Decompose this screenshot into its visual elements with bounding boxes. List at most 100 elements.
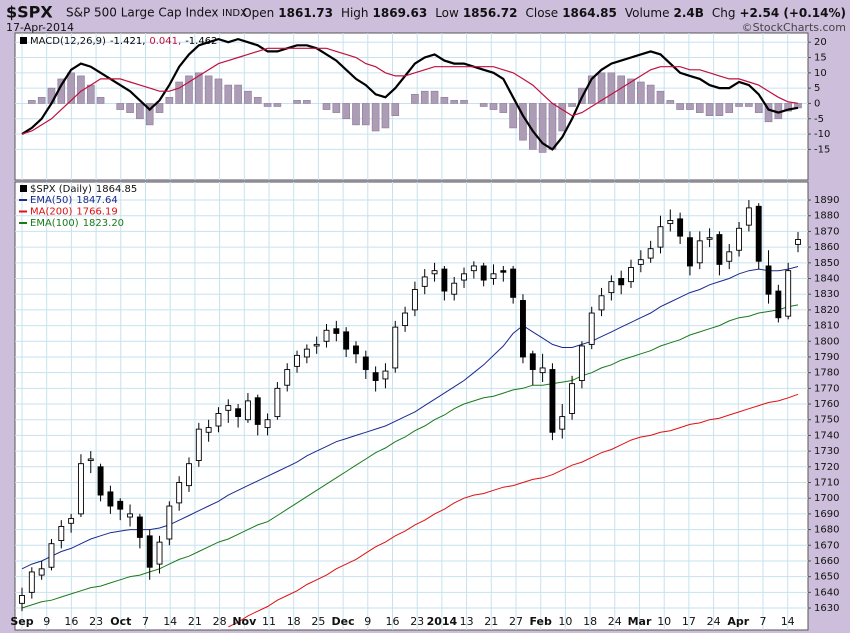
candle-body bbox=[68, 518, 75, 524]
line bbox=[21, 47, 799, 135]
histogram-bar bbox=[86, 84, 95, 104]
x-tick-label: Sep bbox=[10, 615, 33, 628]
candle-body bbox=[490, 273, 497, 279]
candle-body bbox=[716, 234, 723, 265]
candle-body bbox=[775, 290, 782, 319]
candle-body bbox=[166, 505, 173, 540]
candle-body bbox=[28, 571, 35, 593]
candle-body bbox=[225, 405, 232, 411]
histogram-bar bbox=[686, 103, 694, 110]
candle-body bbox=[294, 354, 300, 367]
candle-body bbox=[87, 458, 94, 461]
candle-body bbox=[372, 372, 379, 381]
candle-body bbox=[441, 268, 448, 292]
stat-label: High bbox=[341, 6, 369, 20]
x-tick-label: 18 bbox=[583, 615, 597, 628]
histogram-bar bbox=[214, 78, 223, 104]
line bbox=[228, 393, 799, 628]
candle-body bbox=[795, 239, 801, 245]
x-tick-label: 11 bbox=[262, 615, 276, 628]
histogram-bar bbox=[185, 75, 193, 104]
candle-body bbox=[274, 387, 281, 418]
candle-body bbox=[618, 278, 625, 286]
y-tick-label: 1700 bbox=[814, 493, 839, 504]
histogram-bar bbox=[420, 90, 429, 104]
legend: $SPX (Daily) 1864.85 bbox=[30, 184, 137, 195]
candle-body bbox=[608, 281, 615, 294]
line bbox=[21, 37, 799, 151]
candle-body bbox=[520, 300, 526, 358]
date: 17-Apr-2014 bbox=[6, 21, 74, 34]
stat-label: Open bbox=[242, 6, 274, 20]
y-tick-label: 1640 bbox=[814, 587, 839, 598]
histogram-bar bbox=[705, 103, 714, 116]
candle-body bbox=[362, 356, 369, 370]
y-tick-label: 1730 bbox=[814, 446, 839, 457]
x-tick-label: 25 bbox=[311, 615, 325, 628]
histogram-bar bbox=[361, 103, 370, 126]
x-tick-label: 27 bbox=[509, 615, 523, 628]
histogram-bar bbox=[666, 100, 675, 104]
candle-body bbox=[127, 513, 134, 518]
histogram-bar bbox=[195, 72, 203, 104]
candle-body bbox=[156, 541, 163, 565]
x-tick-label: 7 bbox=[760, 615, 767, 628]
histogram-bar bbox=[371, 103, 380, 132]
histogram-bar bbox=[234, 84, 242, 104]
legend-value: 1766.19 bbox=[76, 207, 117, 218]
histogram-bar bbox=[587, 75, 596, 104]
candle-body bbox=[628, 267, 634, 283]
candle-body bbox=[107, 491, 114, 507]
candle-body bbox=[578, 345, 585, 381]
histogram-bar bbox=[479, 103, 488, 107]
candle-body bbox=[667, 219, 674, 225]
histogram-bar bbox=[244, 90, 252, 104]
x-tick-label: Oct bbox=[110, 615, 131, 628]
candle-body bbox=[647, 248, 654, 259]
y-tick-label: 15 bbox=[814, 53, 827, 64]
histogram-bar bbox=[332, 103, 341, 113]
histogram-bar bbox=[695, 103, 704, 113]
stat-label: Close bbox=[525, 6, 558, 20]
histogram-bar bbox=[538, 103, 547, 153]
histogram-bar bbox=[489, 103, 498, 110]
histogram-bar bbox=[28, 100, 36, 104]
macd-plot bbox=[15, 33, 808, 180]
histogram-bar bbox=[165, 97, 174, 104]
candle-body bbox=[421, 276, 428, 287]
x-tick-label: Nov bbox=[232, 615, 257, 628]
histogram-bar bbox=[155, 103, 164, 113]
histogram-bar bbox=[637, 81, 645, 104]
x-tick-label: 13 bbox=[460, 615, 474, 628]
y-tick-label: 1770 bbox=[814, 383, 839, 394]
candle-body bbox=[205, 427, 212, 433]
y-tick-label: 1870 bbox=[814, 226, 839, 237]
y-tick-label: 1780 bbox=[814, 368, 839, 379]
legend: EMA(100) 1823.20 bbox=[30, 218, 124, 229]
candle-body bbox=[559, 416, 566, 430]
candle-body bbox=[284, 369, 291, 386]
x-tick-label: Mar bbox=[628, 615, 652, 628]
histogram-bar bbox=[381, 103, 390, 129]
histogram-bar bbox=[725, 103, 734, 113]
candle-body bbox=[195, 428, 202, 461]
candle-body bbox=[254, 397, 261, 425]
candle-body bbox=[706, 237, 713, 240]
x-tick-label: 24 bbox=[707, 615, 721, 628]
candle-body bbox=[244, 400, 251, 421]
histogram-bar bbox=[96, 97, 105, 104]
histogram-bar bbox=[735, 103, 743, 107]
candle-body bbox=[529, 353, 536, 370]
candle-body bbox=[117, 500, 124, 510]
candle-body bbox=[411, 289, 418, 311]
candle-body bbox=[58, 525, 65, 542]
index-name: S&P 500 Large Cap Index bbox=[66, 6, 219, 20]
candle-body bbox=[726, 251, 733, 262]
histogram-bar bbox=[509, 103, 517, 129]
legend: MA(200) 1766.19 bbox=[30, 207, 118, 218]
histogram-bar bbox=[303, 100, 311, 104]
candle-body bbox=[353, 345, 359, 355]
x-tick-label: 2014 bbox=[427, 615, 458, 628]
histogram-bar bbox=[273, 103, 282, 107]
